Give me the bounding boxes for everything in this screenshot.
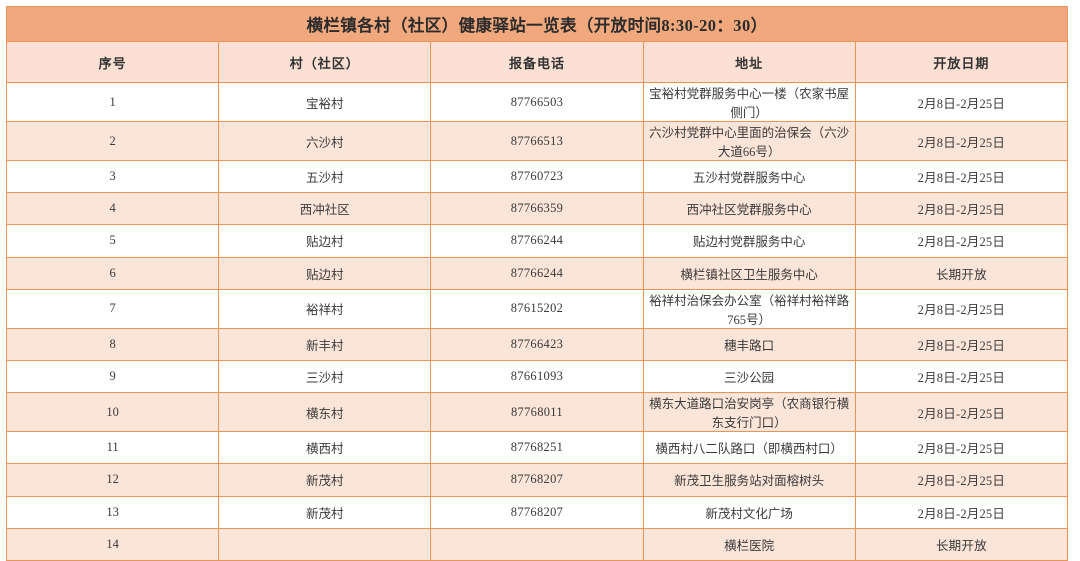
table-row: 2 六沙村 87766513 六沙村党群中心里面的治保会（六沙大道66号） 2月8日-2… bbox=[5, 121, 1069, 161]
cell-address: 五沙村党群服务中心 bbox=[642, 159, 856, 194]
column-header-index: 序号 bbox=[5, 41, 220, 83]
cell-village: 新丰村 bbox=[218, 327, 432, 361]
cell-date: 2月8日-2月25日 bbox=[854, 327, 1069, 361]
cell-village: 裕祥村 bbox=[218, 288, 432, 329]
cell-village: 新茂村 bbox=[218, 463, 432, 497]
cell-date: 2月8日-2月25日 bbox=[854, 159, 1069, 194]
cell-index: 11 bbox=[5, 431, 220, 465]
cell-date: 2月8日-2月25日 bbox=[854, 288, 1069, 329]
cell-address: 横栏镇社区卫生服务中心 bbox=[642, 256, 856, 290]
cell-village: 五沙村 bbox=[218, 159, 432, 194]
cell-address: 三沙公园 bbox=[642, 359, 856, 394]
table-row: 6 贴边村 87766244 横栏镇社区卫生服务中心 长期开放 bbox=[5, 256, 1069, 290]
table-row: 5 贴边村 87766244 贴边村党群服务中心 2月8日-2月25日 bbox=[5, 224, 1069, 258]
cell-date: 2月8日-2月25日 bbox=[854, 121, 1069, 161]
table-row: 14 横栏医院 长期开放 bbox=[5, 527, 1069, 561]
cell-date: 2月8日-2月25日 bbox=[854, 359, 1069, 394]
cell-phone: 87768011 bbox=[430, 392, 644, 433]
cell-village: 西冲社区 bbox=[218, 192, 432, 226]
cell-phone: 87766423 bbox=[430, 327, 644, 361]
cell-index: 1 bbox=[5, 82, 220, 122]
cell-phone bbox=[430, 527, 644, 561]
cell-phone: 87766503 bbox=[430, 82, 644, 122]
table-row: 9 三沙村 87661093 三沙公园 2月8日-2月25日 bbox=[5, 359, 1069, 394]
cell-address: 裕祥村治保会办公室（裕祥村裕祥路765号） bbox=[642, 288, 856, 329]
cell-date: 2月8日-2月25日 bbox=[854, 224, 1069, 258]
cell-index: 3 bbox=[5, 159, 220, 194]
table-row: 7 裕祥村 87615202 裕祥村治保会办公室（裕祥村裕祥路765号） 2月8日-2月… bbox=[5, 288, 1069, 329]
table-row: 12 新茂村 87768207 新茂卫生服务站对面榕树头 2月8日-2月25日 bbox=[5, 463, 1069, 497]
cell-village: 新茂村 bbox=[218, 495, 432, 529]
cell-village: 贴边村 bbox=[218, 256, 432, 290]
cell-date: 2月8日-2月25日 bbox=[854, 192, 1069, 226]
cell-index: 13 bbox=[5, 495, 220, 529]
table-row: 4 西冲社区 87766359 西冲社区党群服务中心 2月8日-2月25日 bbox=[5, 192, 1069, 226]
cell-phone: 87615202 bbox=[430, 288, 644, 329]
cell-phone: 87661093 bbox=[430, 359, 644, 394]
cell-address: 西冲社区党群服务中心 bbox=[642, 192, 856, 226]
cell-address: 新茂卫生服务站对面榕树头 bbox=[642, 463, 856, 497]
column-header-phone: 报备电话 bbox=[430, 41, 644, 83]
cell-address: 宝裕村党群服务中心一楼（农家书屋侧门） bbox=[642, 82, 856, 122]
cell-phone: 87766359 bbox=[430, 192, 644, 226]
cell-address: 穗丰路口 bbox=[642, 327, 856, 361]
cell-village bbox=[218, 527, 432, 561]
cell-village: 横西村 bbox=[218, 431, 432, 465]
table-title-row: 横栏镇各村（社区）健康驿站一览表（开放时间8:30-20：30） bbox=[6, 6, 1068, 42]
cell-village: 横东村 bbox=[218, 392, 432, 433]
table-body: 横栏镇各村（社区）健康驿站一览表（开放时间8:30-20：30） 序号 村（社区… bbox=[5, 6, 1069, 561]
cell-address: 横栏医院 bbox=[642, 527, 856, 561]
table-row: 10 横东村 87768011 横东大道路口治安岗亭（农商银行横东支行门口） 2月8日-… bbox=[5, 392, 1069, 433]
cell-date: 2月8日-2月25日 bbox=[854, 431, 1069, 465]
cell-index: 5 bbox=[5, 224, 220, 258]
page-title: 横栏镇各村（社区）健康驿站一览表（开放时间8:30-20：30） bbox=[6, 6, 1068, 42]
cell-phone: 87768251 bbox=[430, 431, 644, 465]
cell-phone: 87766244 bbox=[430, 256, 644, 290]
cell-date: 长期开放 bbox=[854, 256, 1069, 290]
cell-address: 六沙村党群中心里面的治保会（六沙大道66号） bbox=[642, 121, 856, 161]
cell-address: 新茂村文化广场 bbox=[642, 495, 856, 529]
cell-index: 2 bbox=[5, 121, 220, 161]
cell-date: 2月8日-2月25日 bbox=[854, 82, 1069, 122]
cell-index: 6 bbox=[5, 256, 220, 290]
table-row: 1 宝裕村 87766503 宝裕村党群服务中心一楼（农家书屋侧门） 2月8日-2月25… bbox=[5, 82, 1069, 122]
cell-phone: 87766513 bbox=[430, 121, 644, 161]
cell-date: 2月8日-2月25日 bbox=[854, 463, 1069, 497]
cell-date: 长期开放 bbox=[854, 527, 1069, 561]
cell-village: 六沙村 bbox=[218, 121, 432, 161]
table-row: 11 横西村 87768251 横西村八二队路口（即横西村口） 2月8日-2月25日 bbox=[5, 431, 1069, 465]
cell-village: 三沙村 bbox=[218, 359, 432, 394]
cell-phone: 87760723 bbox=[430, 159, 644, 194]
cell-index: 10 bbox=[5, 392, 220, 433]
cell-phone: 87768207 bbox=[430, 463, 644, 497]
cell-date: 2月8日-2月25日 bbox=[854, 392, 1069, 433]
cell-phone: 87766244 bbox=[430, 224, 644, 258]
cell-address: 横西村八二队路口（即横西村口） bbox=[642, 431, 856, 465]
table-row: 8 新丰村 87766423 穗丰路口 2月8日-2月25日 bbox=[5, 327, 1069, 361]
column-header-village: 村（社区） bbox=[218, 41, 432, 83]
cell-index: 14 bbox=[5, 527, 220, 561]
table-row: 13 新茂村 87768207 新茂村文化广场 2月8日-2月25日 bbox=[5, 495, 1069, 529]
table-header-row: 序号 村（社区） 报备电话 地址 开放日期 bbox=[5, 41, 1069, 83]
health-station-table: 横栏镇各村（社区）健康驿站一览表（开放时间8:30-20：30） 序号 村（社区… bbox=[5, 6, 1069, 561]
cell-village: 宝裕村 bbox=[218, 82, 432, 122]
table-row: 3 五沙村 87760723 五沙村党群服务中心 2月8日-2月25日 bbox=[5, 159, 1069, 194]
column-header-address: 地址 bbox=[642, 41, 856, 83]
cell-date: 2月8日-2月25日 bbox=[854, 495, 1069, 529]
cell-index: 4 bbox=[5, 192, 220, 226]
cell-phone: 87768207 bbox=[430, 495, 644, 529]
cell-address: 贴边村党群服务中心 bbox=[642, 224, 856, 258]
cell-village: 贴边村 bbox=[218, 224, 432, 258]
cell-index: 7 bbox=[5, 288, 220, 329]
column-header-date: 开放日期 bbox=[854, 41, 1069, 83]
document-sheet: 横栏镇各村（社区）健康驿站一览表（开放时间8:30-20：30） 序号 村（社区… bbox=[5, 6, 1069, 561]
cell-index: 9 bbox=[5, 359, 220, 394]
cell-address: 横东大道路口治安岗亭（农商银行横东支行门口） bbox=[642, 392, 856, 433]
cell-index: 8 bbox=[5, 327, 220, 361]
cell-index: 12 bbox=[5, 463, 220, 497]
